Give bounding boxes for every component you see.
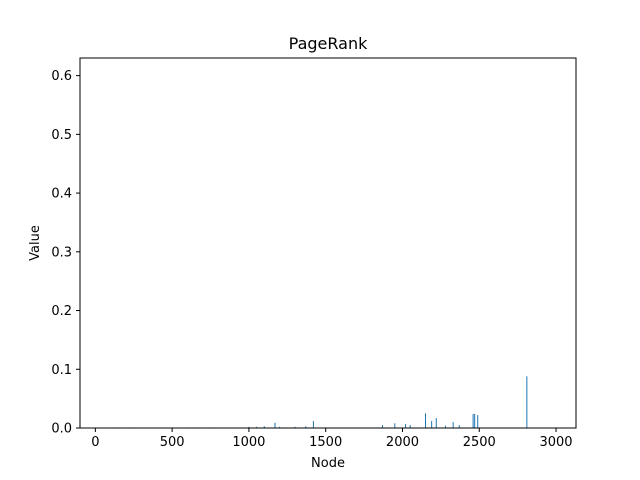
chart-title: PageRank [289,34,368,53]
bar-node-1100 [263,426,265,428]
bar-node-1200 [279,426,281,428]
bar-node-2490 [477,415,479,428]
bars-group [117,376,528,429]
bar-node-1370 [305,426,307,428]
bar-node-1050 [256,426,258,428]
y-tick-label: 0.2 [51,304,72,319]
bar-node-2280 [444,425,446,428]
y-axis-ticks: 0.0 0.1 0.2 0.3 0.4 0.5 0.6 [51,69,80,437]
bar-node-2050 [409,425,411,428]
plot-area: 0 500 1000 1500 2000 2500 3000 0.0 0.1 0.2 0.3 0.4… [51,57,577,450]
y-tick-label: 0.1 [51,363,72,378]
y-tick-label: 0.6 [51,69,72,84]
x-axis-label: Node [311,456,345,471]
plot-background [80,58,576,428]
bar-node-1170 [274,422,276,428]
bar-node-2190 [431,420,433,428]
y-axis-label: Value [28,225,43,261]
y-tick-label: 0.4 [51,187,72,202]
bar-node-2470 [474,413,476,428]
bar-node-2020 [405,423,407,428]
y-tick-label: 0.3 [51,245,72,260]
x-tick-label: 3000 [539,435,572,450]
bar-node-1870 [382,425,384,428]
bar-node-2330 [452,422,454,428]
x-tick-label: 0 [91,435,99,450]
bar-node-2370 [458,425,460,428]
x-tick-label: 2000 [386,435,419,450]
bar-node-1420 [312,420,314,428]
bar-node-2150 [425,413,427,428]
x-tick-label: 2500 [463,435,496,450]
bar-node-1300 [294,426,296,428]
bar-node-2810 [526,376,528,428]
x-tick-label: 1500 [309,435,342,450]
bar-node-2220 [435,418,437,428]
bar-node-1000 [248,426,250,428]
x-axis-ticks: 0 500 1000 1500 2000 2500 3000 [91,428,573,450]
plot-frame [79,57,577,429]
x-tick-label: 1000 [232,435,265,450]
bar-node-1950 [394,423,396,428]
y-tick-label: 0.0 [51,422,72,437]
y-tick-label: 0.5 [51,128,72,143]
bar-node-2460 [472,413,474,428]
x-tick-label: 500 [160,435,185,450]
